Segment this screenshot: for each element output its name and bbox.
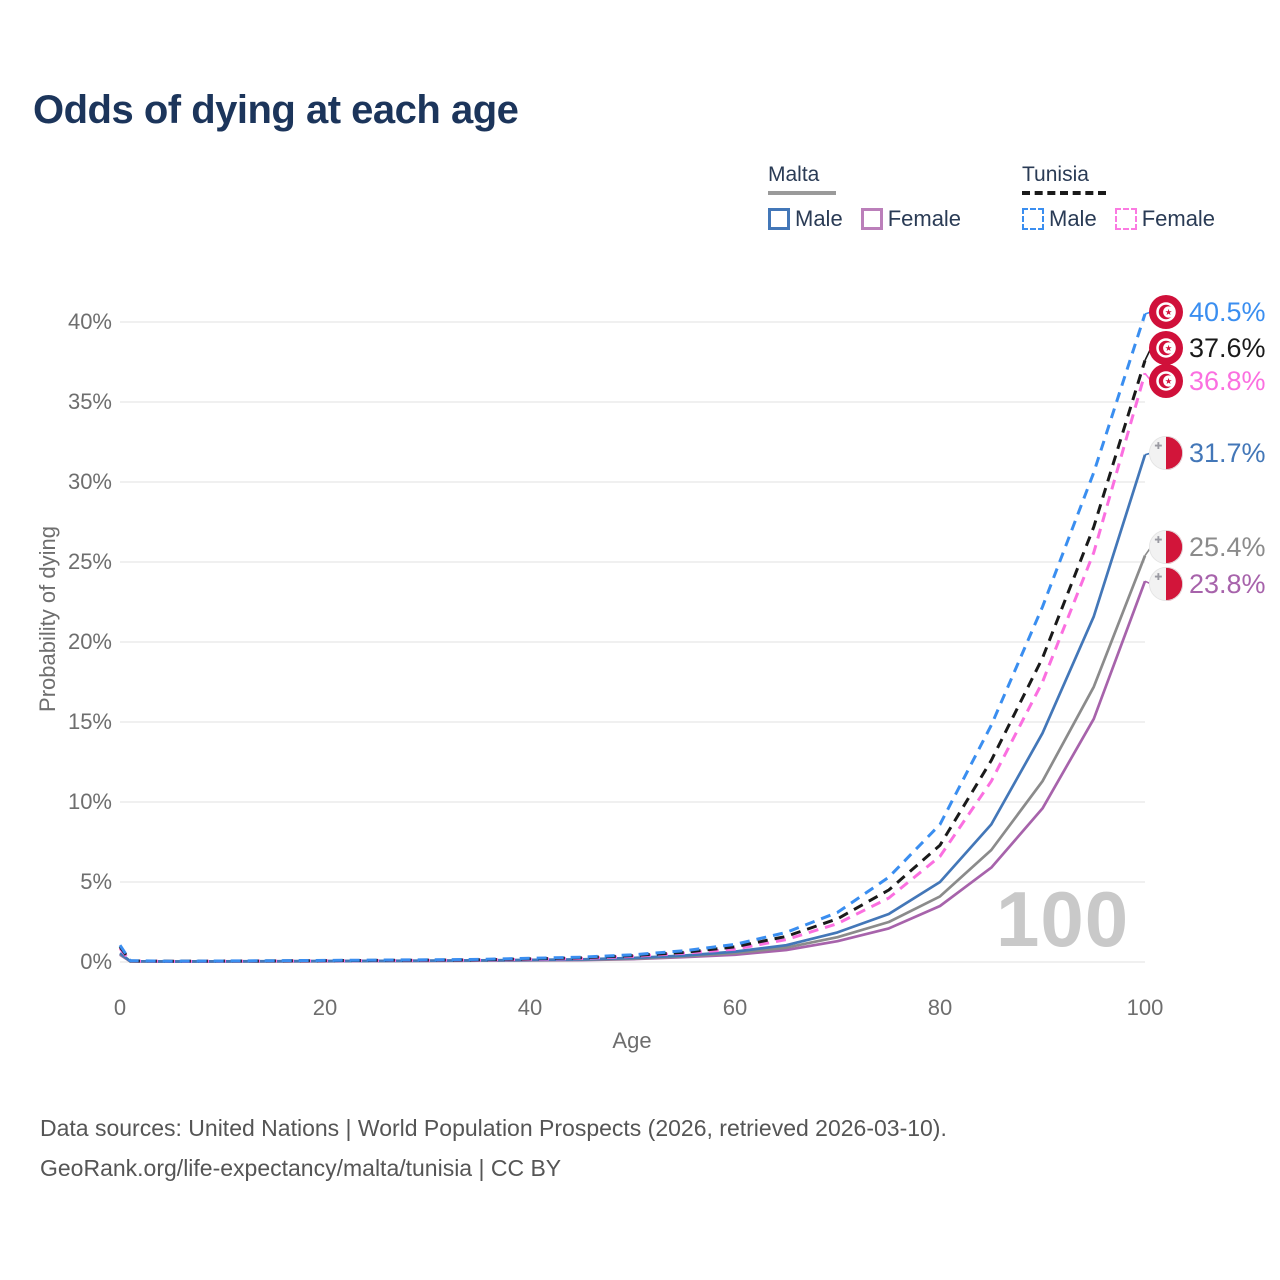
malta-male-swatch-icon bbox=[768, 208, 790, 230]
series-lines bbox=[118, 313, 1147, 964]
end-label-tunisia-male: ★ 40.5% bbox=[1149, 295, 1266, 329]
malta-female-swatch-icon bbox=[860, 208, 883, 230]
y-axis-label: Probability of dying bbox=[35, 526, 60, 712]
x-tick-40: 40 bbox=[517, 995, 543, 1020]
x-tick-0: 0 bbox=[113, 995, 127, 1020]
end-value: 23.8% bbox=[1189, 568, 1266, 599]
legend-item-tunisia-female[interactable]: Female bbox=[1114, 206, 1216, 232]
end-label-malta-male: ✚ 31.7% bbox=[1149, 436, 1266, 470]
end-value: 31.7% bbox=[1189, 437, 1266, 468]
y-tick-15: 15% bbox=[67, 709, 112, 734]
tunisia-flag-icon: ★ bbox=[1149, 364, 1183, 398]
y-tick-30: 30% bbox=[67, 469, 112, 494]
svg-text:✚: ✚ bbox=[1154, 572, 1162, 582]
legend-group-title: Malta bbox=[768, 163, 820, 186]
end-label-tunisia-female: ★ 36.8% bbox=[1149, 364, 1266, 398]
y-tick-40: 40% bbox=[67, 309, 112, 334]
end-value: 37.6% bbox=[1189, 332, 1266, 363]
legend-item-label: Male bbox=[1049, 206, 1097, 231]
x-tick-80: 80 bbox=[927, 995, 953, 1020]
attribution-line: GeoRank.org/life-expectancy/malta/tunisi… bbox=[40, 1155, 562, 1181]
end-label-malta-female: ✚ 23.8% bbox=[1149, 567, 1266, 601]
legend-item-malta-female[interactable]: Female bbox=[860, 206, 962, 232]
end-label-tunisia-total: ★ 37.6% bbox=[1149, 331, 1266, 365]
footer: Data sources: United Nations | World Pop… bbox=[40, 1108, 947, 1188]
x-tick-60: 60 bbox=[722, 995, 748, 1020]
data-sources-line: Data sources: United Nations | World Pop… bbox=[40, 1115, 947, 1141]
end-label-malta-total: ✚ 25.4% bbox=[1149, 530, 1266, 564]
legend-group-malta: Malta Male Female bbox=[768, 163, 961, 232]
y-tick-5: 5% bbox=[80, 869, 112, 894]
legend-item-label: Male bbox=[795, 206, 843, 231]
svg-text:★: ★ bbox=[1165, 376, 1173, 386]
x-axis-label: Age bbox=[612, 1028, 652, 1053]
x-tick-100: 100 bbox=[1126, 995, 1164, 1020]
svg-text:✚: ✚ bbox=[1154, 441, 1162, 451]
legend-group-tunisia: Tunisia Male Female bbox=[1022, 163, 1215, 232]
y-tick-10: 10% bbox=[67, 789, 112, 814]
age-watermark: 100 bbox=[996, 875, 1130, 963]
y-tick-20: 20% bbox=[67, 629, 112, 654]
solid-line-sample bbox=[768, 191, 836, 195]
malta-flag-icon: ✚ bbox=[1149, 530, 1183, 564]
tunisia-female-swatch-icon bbox=[1114, 208, 1137, 230]
legend-item-label: Female bbox=[887, 206, 962, 231]
malta-flag-icon: ✚ bbox=[1149, 436, 1183, 470]
malta-flag-icon: ✚ bbox=[1149, 567, 1183, 601]
legend-item-malta-male[interactable]: Male bbox=[768, 206, 843, 232]
svg-text:✚: ✚ bbox=[1154, 535, 1162, 545]
legend-group-title: Tunisia bbox=[1022, 163, 1089, 186]
tunisia-flag-icon: ★ bbox=[1149, 295, 1183, 329]
legend-item-tunisia-male[interactable]: Male bbox=[1022, 206, 1097, 232]
tunisia-male-swatch-icon bbox=[1022, 208, 1044, 230]
end-value: 40.5% bbox=[1189, 296, 1266, 327]
end-value: 25.4% bbox=[1189, 531, 1266, 562]
y-tick-25: 25% bbox=[67, 549, 112, 574]
gridlines bbox=[120, 321, 1145, 963]
tunisia-flag-icon: ★ bbox=[1149, 331, 1183, 365]
svg-text:★: ★ bbox=[1165, 343, 1173, 353]
x-tick-20: 20 bbox=[312, 995, 338, 1020]
y-tick-35: 35% bbox=[67, 389, 112, 414]
page-title: Odds of dying at each age bbox=[33, 88, 519, 132]
end-value: 36.8% bbox=[1189, 365, 1266, 396]
svg-text:★: ★ bbox=[1165, 307, 1173, 317]
legend-item-label: Female bbox=[1141, 206, 1216, 231]
y-tick-0: 0% bbox=[80, 949, 112, 974]
dashed-line-sample bbox=[1022, 191, 1106, 195]
